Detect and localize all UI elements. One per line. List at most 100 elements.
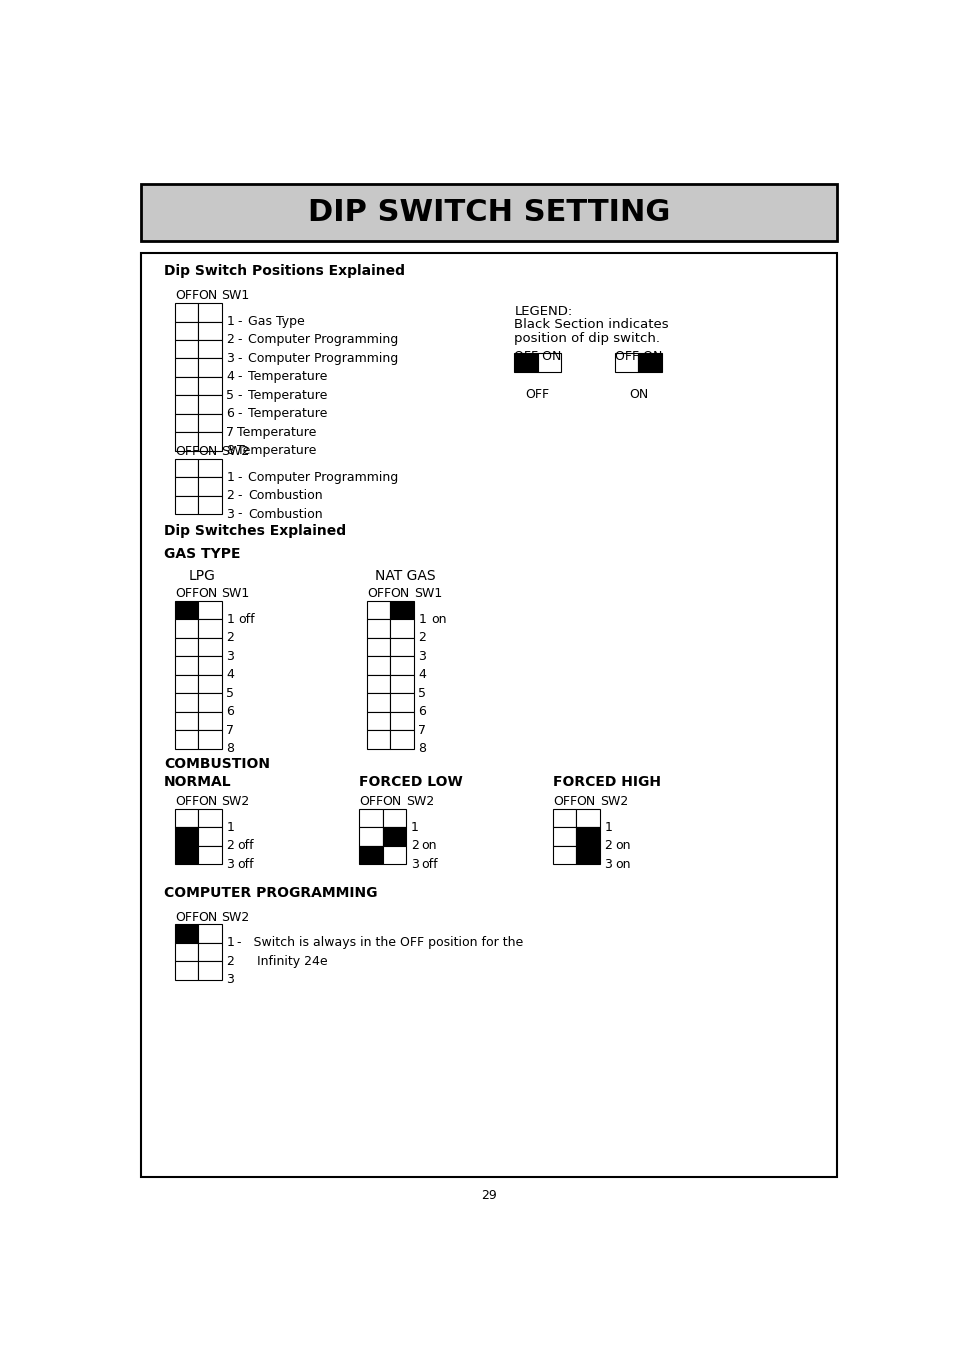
Bar [174,358,198,377]
Bar [198,377,221,396]
Text: LEGEND:: LEGEND: [514,304,572,317]
Text: -: - [236,370,241,384]
Text: 3: 3 [226,353,233,365]
Bar [390,601,414,620]
Text: 29: 29 [480,1189,497,1201]
Text: COMBUSTION: COMBUSTION [164,757,270,770]
Text: OFF ON: OFF ON [615,350,662,363]
Text: 7: 7 [226,426,233,439]
Bar [553,827,576,846]
Bar [198,657,221,676]
Bar [390,620,414,638]
Text: -   Switch is always in the OFF position for the: - Switch is always in the OFF position f… [236,936,523,950]
Text: ON: ON [198,289,217,303]
Bar [390,712,414,731]
Text: ON: ON [198,444,217,458]
Text: 5: 5 [226,686,233,700]
Text: SW2: SW2 [221,444,250,458]
Bar [198,322,221,340]
Text: ON: ON [382,794,401,808]
Bar [198,638,221,657]
Bar [382,846,406,865]
Text: 3: 3 [226,508,233,520]
Text: OFF: OFF [174,289,199,303]
Text: 1: 1 [226,936,233,950]
Bar [174,432,198,451]
Text: Gas Type: Gas Type [248,315,304,328]
Text: off: off [236,858,253,871]
Text: 3: 3 [226,973,233,986]
Text: DIP SWITCH SETTING: DIP SWITCH SETTING [308,199,669,227]
Text: Temperature: Temperature [236,426,316,439]
Text: 4: 4 [226,669,233,681]
Text: 3: 3 [410,858,418,871]
Bar [198,496,221,513]
Text: Black Section indicates: Black Section indicates [514,319,668,331]
Text: 1: 1 [418,613,426,626]
Text: OFF: OFF [174,588,199,600]
Bar [198,943,221,962]
Text: on: on [421,839,436,852]
Text: SW1: SW1 [414,588,441,600]
Bar [615,353,638,372]
Bar [198,601,221,620]
Text: 2: 2 [410,839,418,852]
Bar [382,827,406,846]
Text: Dip Switch Positions Explained: Dip Switch Positions Explained [164,263,405,278]
Text: NORMAL: NORMAL [164,775,232,789]
Text: 6: 6 [226,408,233,420]
Text: OFF: OFF [174,911,199,924]
Bar [367,657,390,676]
Text: ON: ON [576,794,595,808]
Text: 1: 1 [604,821,612,834]
Text: 4: 4 [226,370,233,384]
Bar [198,458,221,477]
Bar [174,477,198,496]
Bar [198,477,221,496]
Text: 4: 4 [418,669,426,681]
Bar [174,303,198,322]
Bar [174,712,198,731]
Text: -: - [236,408,241,420]
Bar [174,943,198,962]
Text: 2: 2 [226,839,233,852]
Text: 7: 7 [226,724,233,736]
Bar [390,638,414,657]
Text: off: off [236,839,253,852]
Bar [198,620,221,638]
Text: OFF: OFF [525,389,549,401]
Text: OFF: OFF [174,444,199,458]
Bar [174,693,198,712]
Text: -: - [236,489,241,503]
Text: Temperature: Temperature [236,444,316,458]
Bar [359,827,382,846]
Text: ON: ON [390,588,410,600]
Text: LPG: LPG [189,569,215,582]
Text: Computer Programming: Computer Programming [248,353,397,365]
Text: 3: 3 [226,858,233,871]
Text: Combustion: Combustion [248,508,322,520]
Text: on: on [615,858,630,871]
Text: Temperature: Temperature [248,370,327,384]
Bar [198,303,221,322]
Text: 8: 8 [226,444,233,458]
Bar [198,962,221,979]
Bar [198,413,221,432]
Text: 3: 3 [604,858,612,871]
Text: 2: 2 [604,839,612,852]
Bar [576,827,599,846]
Bar [174,458,198,477]
Bar [367,731,390,748]
Text: 1: 1 [410,821,418,834]
Bar [198,340,221,358]
Text: 2: 2 [226,631,233,644]
Bar [141,253,836,1177]
Text: SW1: SW1 [221,289,250,303]
Text: 5: 5 [418,686,426,700]
Text: off: off [421,858,437,871]
Text: GAS TYPE: GAS TYPE [164,547,240,561]
Bar [198,809,221,827]
Text: 6: 6 [418,705,426,719]
Text: 3: 3 [418,650,426,663]
Bar [390,731,414,748]
